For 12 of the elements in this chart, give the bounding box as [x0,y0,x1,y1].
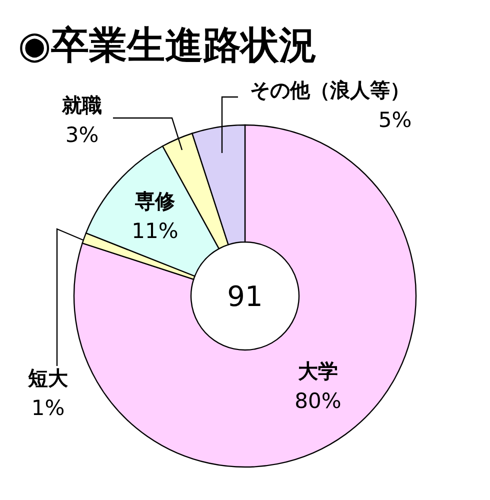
data-label: 80% [294,389,342,413]
slice-label: その他（浪人等） [250,78,410,102]
data-label: 3% [65,123,99,147]
data-label: 11% [132,219,178,243]
slice-label: 就職 [61,93,102,117]
data-label: 5% [378,108,412,132]
text: 91 [227,280,263,313]
slice-label: 専修 [134,189,176,213]
data-label: 1% [31,396,65,420]
slice-label: 大学 [298,359,338,383]
slice-label: 短大 [27,366,69,390]
chart-title: ◉卒業生進路状況 [18,23,318,67]
